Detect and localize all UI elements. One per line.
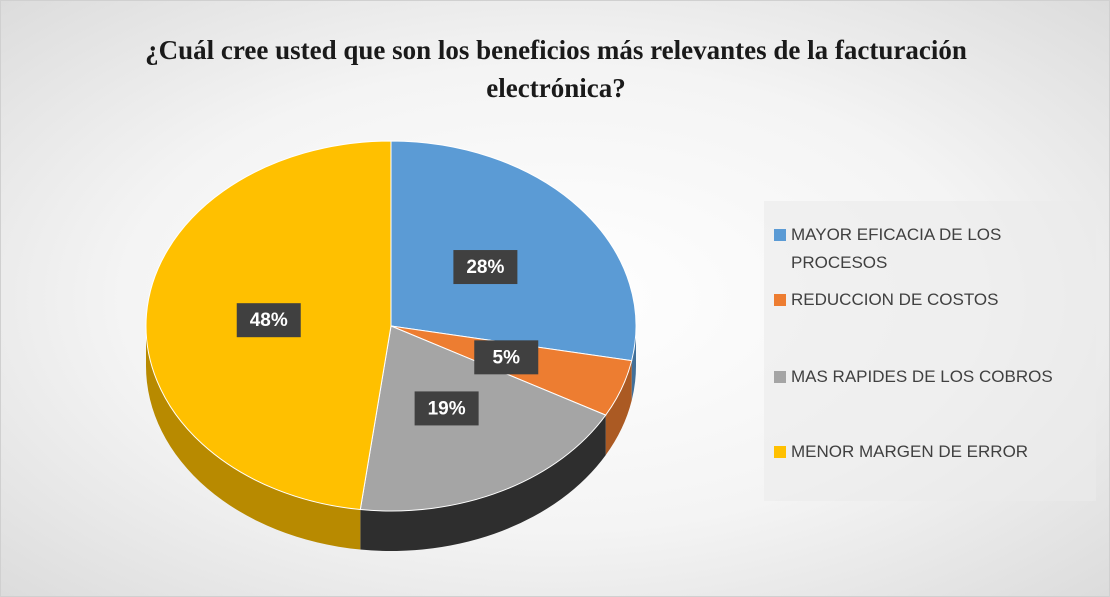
slice-side: [360, 415, 606, 551]
legend-swatch: [774, 294, 786, 306]
legend-item: REDUCCION DE COSTOS: [774, 286, 1061, 314]
slice: [359, 325, 607, 512]
data-label: 28%: [466, 257, 504, 278]
data-label-box: [236, 303, 301, 338]
legend-swatch: [774, 229, 786, 241]
data-label-box: [414, 391, 479, 426]
legend-label: MAS RAPIDES DE LOS COBROS: [791, 367, 1053, 386]
chart-title: ¿Cuál cree usted que son los beneficios …: [145, 35, 967, 103]
slice-side: [605, 360, 632, 456]
legend: MAYOR EFICACIA DE LOS PROCESOS REDUCCION …: [764, 201, 1096, 501]
data-label-box: [453, 250, 518, 285]
legend-swatch: [774, 371, 786, 383]
legend-label: REDUCCION DE COSTOS: [791, 290, 999, 309]
data-label: 48%: [250, 310, 288, 331]
data-label: 5%: [493, 347, 521, 368]
legend-item: MENOR MARGEN DE ERROR: [774, 438, 1061, 466]
legend-swatch: [774, 446, 786, 458]
legend-label: MAYOR EFICACIA DE LOS PROCESOS: [791, 225, 1002, 272]
legend-item: MAS RAPIDES DE LOS COBROS: [774, 363, 1061, 391]
data-label: 19%: [428, 398, 466, 419]
slice-side: [145, 326, 361, 550]
data-label-box: [474, 340, 539, 375]
legend-item: MAYOR EFICACIA DE LOS PROCESOS: [774, 221, 1061, 277]
legend-label: MENOR MARGEN DE ERROR: [791, 442, 1029, 461]
